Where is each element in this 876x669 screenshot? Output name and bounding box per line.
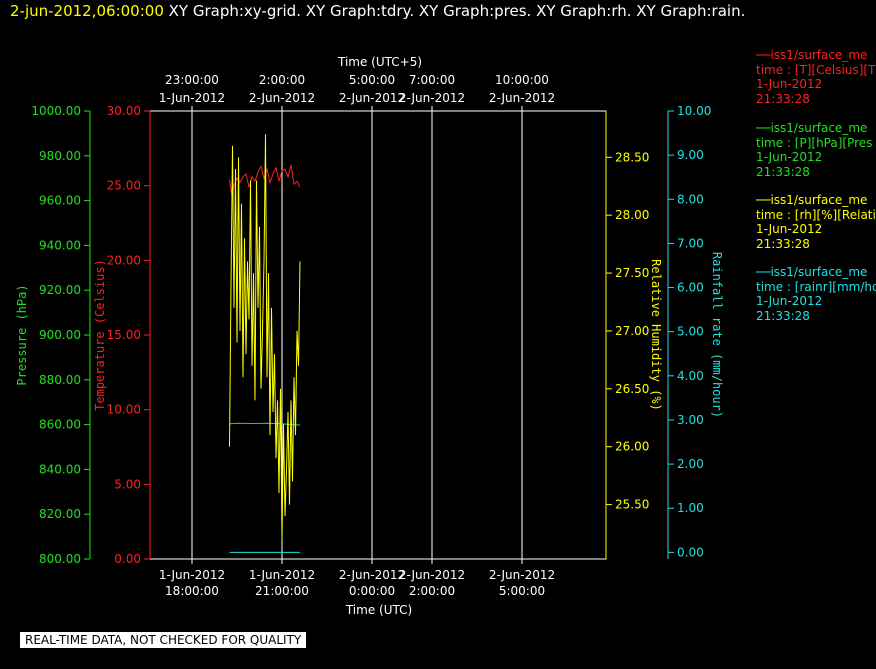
pressure-tick-label: 900.00 <box>39 328 81 342</box>
x-axis-label: Time (UTC) <box>345 603 412 617</box>
temperature-tick-label: 25.00 <box>107 179 141 193</box>
x-top-tick-date-label: 2-Jun-2012 <box>339 91 405 105</box>
x-top-tick-date-label: 1-Jun-2012 <box>159 91 225 105</box>
x-top-tick-time-label: 10:00:00 <box>495 73 549 87</box>
legend-series-label: ──iss1/surface_me <box>756 121 868 135</box>
rain-tick-label: 8.00 <box>677 192 704 206</box>
legend-series-label: ──iss1/surface_me <box>756 193 868 207</box>
pressure-tick-label: 800.00 <box>39 552 81 566</box>
temperature-tick-label: 10.00 <box>107 403 141 417</box>
pressure-axis-label: Pressure (hPa) <box>15 284 29 385</box>
legend-entry-humidity[interactable]: ──iss1/surface_me time : [rh][%][Relati … <box>756 193 876 251</box>
rain-axis-label: Rainfall rate (mm/hour) <box>710 252 724 418</box>
pressure-tick-label: 880.00 <box>39 373 81 387</box>
temperature-tick-label: 5.00 <box>114 477 141 491</box>
humidity-series-line <box>229 134 301 540</box>
temperature-tick-label: 30.00 <box>107 104 141 118</box>
x-tick-time-label: 21:00:00 <box>255 584 309 598</box>
pressure-tick-label: 980.00 <box>39 149 81 163</box>
humidity-tick-label: 27.50 <box>615 266 649 280</box>
legend-field-label: time : [T][Celsius][T <box>756 62 876 77</box>
temperature-series-line <box>229 164 301 197</box>
x-top-tick-time-label: 7:00:00 <box>409 73 455 87</box>
temperature-axis-label: Temperature (Celsius) <box>93 259 107 411</box>
pressure-tick-label: 960.00 <box>39 194 81 208</box>
x-top-tick-date-label: 2-Jun-2012 <box>249 91 315 105</box>
x-tick-date-label: 2-Jun-2012 <box>339 568 405 582</box>
x-tick-date-label: 1-Jun-2012 <box>159 568 225 582</box>
legend-time-label: 21:33:28 <box>756 164 810 179</box>
plot-frame <box>149 110 607 560</box>
legend-entry-rain[interactable]: ──iss1/surface_me time : [rainr][mm/ho 1… <box>756 265 876 323</box>
timestamp-label: 2-jun-2012,06:00:00 <box>10 2 164 20</box>
pressure-tick-label: 920.00 <box>39 283 81 297</box>
legend-series-label: ──iss1/surface_me <box>756 48 868 62</box>
temperature-tick-label: 20.00 <box>107 253 141 267</box>
temperature-tick-label: 15.00 <box>107 328 141 342</box>
humidity-tick-label: 26.00 <box>615 440 649 454</box>
legend-date-label: 1-Jun-2012 <box>756 294 823 308</box>
legend-series-label: ──iss1/surface_me <box>756 265 868 279</box>
x-tick-date-label: 2-Jun-2012 <box>399 568 465 582</box>
rain-tick-label: 7.00 <box>677 236 704 250</box>
humidity-tick-label: 28.50 <box>615 150 649 164</box>
humidity-tick-label: 28.00 <box>615 208 649 222</box>
pressure-tick-label: 860.00 <box>39 418 81 432</box>
x-top-axis-label: Time (UTC+5) <box>337 55 422 69</box>
x-top-tick-time-label: 2:00:00 <box>259 73 305 87</box>
x-tick-date-label: 1-Jun-2012 <box>249 568 315 582</box>
rain-tick-label: 4.00 <box>677 369 704 383</box>
x-tick-time-label: 5:00:00 <box>499 584 545 598</box>
x-top-tick-date-label: 2-Jun-2012 <box>489 91 555 105</box>
legend-time-label: 21:33:28 <box>756 91 810 106</box>
rain-tick-label: 3.00 <box>677 413 704 427</box>
humidity-tick-label: 25.50 <box>615 498 649 512</box>
rain-tick-label: 10.00 <box>677 104 711 118</box>
legend-entry-pressure[interactable]: ──iss1/surface_me time : [P][hPa][Pres 1… <box>756 121 876 179</box>
temperature-tick-label: 0.00 <box>114 552 141 566</box>
x-tick-date-label: 2-Jun-2012 <box>489 568 555 582</box>
rain-tick-label: 2.00 <box>677 457 704 471</box>
rain-tick-label: 1.00 <box>677 501 704 515</box>
legend-entry-temperature[interactable]: ──iss1/surface_me time : [T][Celsius][T … <box>756 48 876 106</box>
x-top-tick-time-label: 5:00:00 <box>349 73 395 87</box>
legend-time-label: 21:33:28 <box>756 236 810 251</box>
legend-date-label: 1-Jun-2012 <box>756 77 823 91</box>
rain-tick-label: 0.00 <box>677 545 704 559</box>
rain-tick-label: 9.00 <box>677 148 704 162</box>
x-top-tick-date-label: 2-Jun-2012 <box>399 91 465 105</box>
humidity-tick-label: 27.00 <box>615 324 649 338</box>
legend-field-label: time : [rh][%][Relati <box>756 207 876 222</box>
pressure-tick-label: 940.00 <box>39 238 81 252</box>
humidity-axis-label: Relative Humidity (%) <box>649 259 663 411</box>
quality-warning-banner: REAL-TIME DATA, NOT CHECKED FOR QUALITY <box>20 632 307 648</box>
legend-field-label: time : [P][hPa][Pres <box>756 135 873 150</box>
x-top-tick-time-label: 23:00:00 <box>165 73 219 87</box>
pressure-tick-label: 1000.00 <box>31 104 81 118</box>
x-tick-time-label: 18:00:00 <box>165 584 219 598</box>
legend-field-label: time : [rainr][mm/ho <box>756 279 876 294</box>
legend-date-label: 1-Jun-2012 <box>756 150 823 164</box>
legend-date-label: 1-Jun-2012 <box>756 222 823 236</box>
x-tick-time-label: 2:00:00 <box>409 584 455 598</box>
legend-time-label: 21:33:28 <box>756 308 810 323</box>
window-title-bar: 2-jun-2012,06:00:00 XY Graph:xy-grid. XY… <box>10 2 745 20</box>
x-tick-time-label: 0:00:00 <box>349 584 395 598</box>
pressure-tick-label: 820.00 <box>39 507 81 521</box>
pressure-series-line <box>229 422 301 426</box>
graph-titles-label: XY Graph:xy-grid. XY Graph:tdry. XY Grap… <box>168 2 746 20</box>
rain-tick-label: 5.00 <box>677 325 704 339</box>
rain-tick-label: 6.00 <box>677 281 704 295</box>
pressure-tick-label: 840.00 <box>39 462 81 476</box>
humidity-tick-label: 26.50 <box>615 382 649 396</box>
